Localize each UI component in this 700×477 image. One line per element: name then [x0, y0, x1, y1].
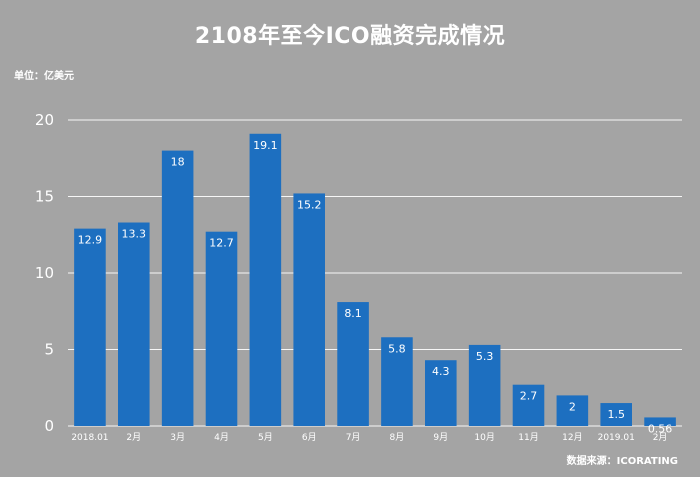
bar-6 — [337, 302, 369, 426]
bar-9 — [468, 344, 501, 426]
x-tick-label-12: 2019.01 — [598, 433, 635, 443]
bar-11 — [556, 395, 589, 426]
data-label-6: 8.1 — [344, 307, 362, 320]
bar-4 — [249, 133, 282, 426]
data-label-5: 15.2 — [297, 198, 322, 211]
source-label: 数据来源：ICORATING — [566, 456, 678, 467]
data-label-1: 13.3 — [122, 228, 147, 241]
bar-1 — [117, 222, 150, 426]
data-label-12: 1.5 — [607, 408, 625, 421]
x-tick-label-11: 12月 — [562, 432, 582, 443]
data-label-2: 18 — [171, 156, 185, 169]
data-label-4: 19.1 — [253, 139, 278, 152]
data-label-13: 0.56 — [648, 422, 673, 435]
x-tick-label-8: 9月 — [433, 432, 448, 443]
chart-title: 2108年至今ICO融资完成情况 — [194, 24, 506, 49]
data-label-0: 12.9 — [78, 234, 103, 247]
x-tick-label-13: 2月 — [653, 432, 668, 443]
x-tick-label-5: 6月 — [302, 432, 317, 443]
x-tick-label-4: 5月 — [258, 432, 273, 443]
data-label-10: 2.7 — [520, 390, 538, 403]
x-tick-label-10: 11月 — [518, 432, 538, 443]
x-tick-label-1: 2月 — [126, 432, 141, 443]
x-tick-label-2: 3月 — [170, 432, 185, 443]
bar-0 — [74, 228, 106, 426]
data-label-11: 2 — [569, 400, 576, 413]
unit-label: 单位：亿美元 — [14, 71, 74, 82]
x-tick-label-6: 7月 — [346, 432, 361, 443]
x-tick-label-3: 4月 — [214, 432, 229, 443]
bar-13 — [644, 417, 676, 426]
bar-8 — [424, 360, 457, 426]
bar-7 — [381, 337, 413, 426]
data-label-9: 5.3 — [476, 350, 494, 363]
data-label-8: 4.3 — [432, 365, 450, 378]
y-tick-label-2: 10 — [35, 264, 54, 282]
bar-12 — [600, 403, 633, 426]
data-label-3: 12.7 — [209, 237, 234, 250]
y-tick-label-3: 15 — [35, 188, 54, 206]
bar-2 — [161, 150, 194, 426]
bar-10 — [512, 384, 545, 426]
x-tick-label-0: 2018.01 — [71, 433, 108, 443]
bar-5 — [293, 193, 326, 426]
bar-3 — [205, 231, 238, 426]
y-tick-label-1: 5 — [44, 341, 54, 359]
y-tick-label-4: 20 — [35, 111, 54, 129]
x-tick-label-9: 10月 — [474, 432, 494, 443]
x-tick-label-7: 8月 — [390, 432, 405, 443]
y-tick-label-0: 0 — [44, 417, 54, 435]
data-label-7: 5.8 — [388, 342, 406, 355]
